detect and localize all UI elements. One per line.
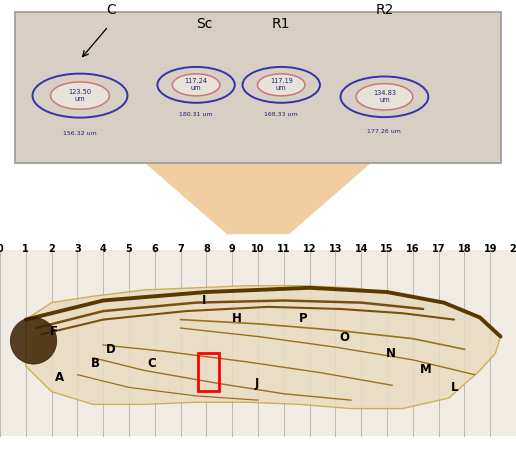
Text: 8: 8: [203, 244, 210, 254]
Text: 15: 15: [380, 244, 394, 254]
Text: 134.83
um: 134.83 um: [373, 90, 396, 103]
Bar: [0, 250, 516, 436]
Text: 17: 17: [432, 244, 445, 254]
Text: 19: 19: [483, 244, 497, 254]
FancyBboxPatch shape: [15, 12, 501, 162]
Polygon shape: [26, 285, 501, 409]
Text: O: O: [340, 331, 350, 344]
Text: N: N: [386, 347, 396, 360]
Text: 156.32 um: 156.32 um: [63, 131, 97, 136]
Text: P: P: [299, 312, 308, 325]
Text: 18: 18: [458, 244, 471, 254]
Text: 20: 20: [509, 244, 516, 254]
Text: 10: 10: [251, 244, 265, 254]
Text: Sc: Sc: [196, 17, 212, 31]
Text: 168.33 um: 168.33 um: [264, 112, 298, 117]
Text: 0: 0: [0, 244, 4, 254]
Text: 177.26 um: 177.26 um: [367, 129, 401, 134]
Text: 117.19
um: 117.19 um: [270, 78, 293, 92]
Text: H: H: [231, 312, 241, 325]
Text: 1: 1: [22, 244, 29, 254]
Text: B: B: [91, 357, 100, 369]
Text: 180.31 um: 180.31 um: [179, 112, 213, 117]
Ellipse shape: [257, 74, 305, 96]
Text: F: F: [50, 325, 58, 338]
Text: R2: R2: [375, 3, 394, 17]
Text: 12: 12: [303, 244, 316, 254]
Text: 16: 16: [406, 244, 420, 254]
Text: C: C: [106, 3, 116, 17]
Text: 13: 13: [329, 244, 342, 254]
Text: 117.24
um: 117.24 um: [185, 78, 207, 92]
Text: L: L: [452, 381, 459, 394]
Ellipse shape: [172, 74, 220, 96]
Ellipse shape: [356, 83, 413, 110]
Text: 7: 7: [177, 244, 184, 254]
Ellipse shape: [10, 318, 57, 364]
Bar: [198, 354, 219, 391]
Text: R1: R1: [272, 17, 291, 31]
Text: J: J: [255, 377, 259, 390]
Polygon shape: [144, 162, 372, 234]
Text: 123.50
um: 123.50 um: [69, 89, 91, 102]
Text: 4: 4: [100, 244, 107, 254]
Text: 6: 6: [151, 244, 158, 254]
Text: D: D: [106, 343, 116, 356]
Text: 5: 5: [125, 244, 133, 254]
Text: 3: 3: [74, 244, 81, 254]
Text: 2: 2: [48, 244, 55, 254]
Text: 11: 11: [277, 244, 291, 254]
Text: 9: 9: [229, 244, 236, 254]
Text: M: M: [420, 363, 431, 376]
Text: 14: 14: [354, 244, 368, 254]
Text: I: I: [202, 294, 206, 307]
Ellipse shape: [51, 82, 109, 109]
Text: A: A: [55, 371, 64, 384]
Text: C: C: [148, 357, 156, 369]
